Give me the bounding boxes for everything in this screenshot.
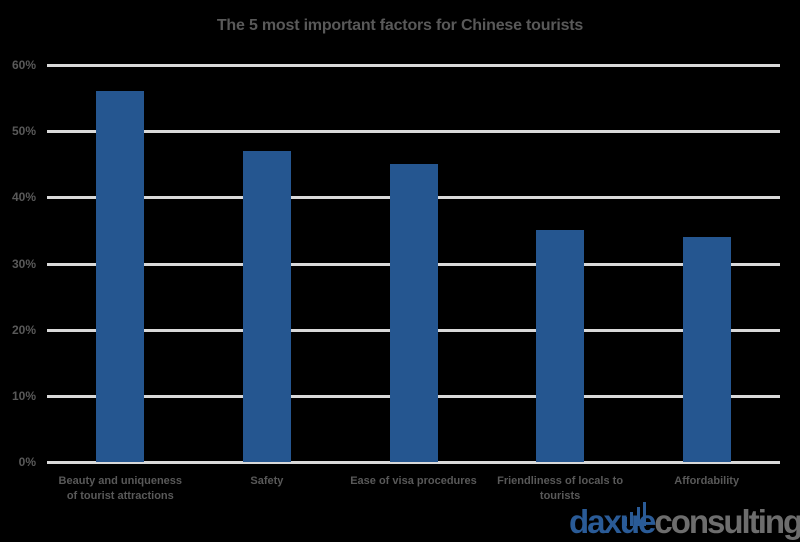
x-tick-label: Affordability <box>674 475 740 487</box>
watermark-logo: daxueconsulting <box>569 497 800 542</box>
chart-title: The 5 most important factors for Chinese… <box>216 17 584 34</box>
x-tick-label: Safety <box>250 475 284 487</box>
x-tick-label: Beauty and uniqueness of tourist attracti… <box>58 475 183 502</box>
y-tick-label: 20% <box>11 322 36 337</box>
bar <box>389 164 438 462</box>
y-tick-label: 50% <box>11 124 36 139</box>
y-tick-label: 0% <box>18 455 36 469</box>
gridline <box>47 64 780 67</box>
bar <box>682 237 731 462</box>
bar <box>96 91 145 462</box>
bar <box>242 151 291 462</box>
y-tick-label: 10% <box>11 388 36 403</box>
y-tick-label: 30% <box>11 256 36 271</box>
gridline <box>47 130 780 134</box>
gridline <box>47 461 780 464</box>
y-tick-label: 40% <box>11 190 36 205</box>
logo-text: daxueconsulting <box>569 503 800 540</box>
x-tick-label: Friendliness of locals to tourists <box>497 475 624 502</box>
plot-area <box>47 64 780 464</box>
x-tick-label: Ease of visa procedures <box>350 475 477 487</box>
y-tick-label: 60% <box>11 58 36 72</box>
bar <box>536 230 585 462</box>
